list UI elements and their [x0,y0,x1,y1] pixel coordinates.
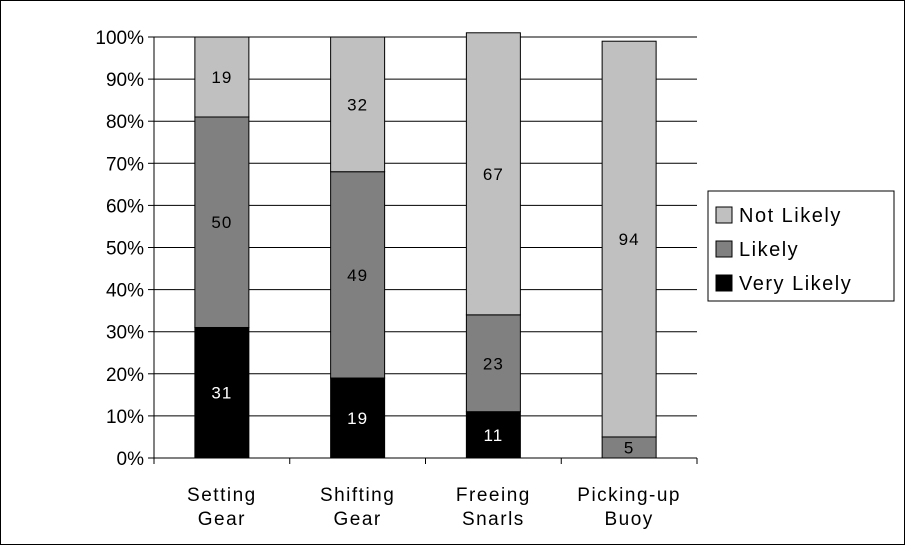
y-tick-label: 70% [106,154,144,175]
data-label: 23 [483,354,504,373]
legend-box [707,190,895,302]
x-category-label: Setting [187,485,257,506]
legend-label: Not Likely [739,205,842,227]
bar-segment-not-likely [601,40,657,438]
y-tick-label: 40% [106,281,144,302]
y-tick-label: 80% [106,112,144,133]
y-tick-label: 0% [117,449,145,470]
data-label: 50 [211,213,232,232]
legend-swatch [715,240,733,258]
legend-label: Very Likely [739,273,852,295]
x-category-label: Snarls [462,509,525,530]
bars: 31 50 19 19 49 32 11 23 67 5 94 [194,32,657,459]
data-label: 31 [211,384,232,403]
bar-segment-not-likely [330,36,386,173]
legend-label: Likely [739,239,799,261]
bar-segment-likely [465,314,521,413]
x-category-label: Gear [334,509,382,530]
legend-swatch [715,206,733,224]
bar-segment-very-likely [330,377,386,459]
x-category-label: Shifting [320,485,395,506]
axes: 0% 10% 20% 30% 40% 50% 60% 70% 80% 90% 100% Setting… [95,28,698,530]
x-category-label: Gear [198,509,246,530]
x-category-label: Picking-up [577,485,681,506]
data-label: 49 [347,266,368,285]
y-tick-label: 60% [106,196,144,217]
legend-swatch [715,274,733,292]
x-category-label: Freeing [456,485,531,506]
y-tick-label: 10% [106,407,144,428]
data-label: 11 [484,426,504,445]
data-label: 67 [483,165,504,184]
x-category-label: Buoy [604,509,653,530]
y-tick-label: 90% [106,70,144,91]
data-label: 32 [347,95,368,114]
y-tick-label: 20% [106,365,144,386]
bar-segment-not-likely [465,32,521,316]
data-label: 5 [624,438,634,457]
y-tick-label: 50% [106,239,144,260]
bar-segment-likely [330,171,386,379]
y-tick-label: 100% [95,28,144,49]
data-label: 94 [619,230,640,249]
legend: Not Likely Likely Very Likely [707,190,895,302]
data-label: 19 [347,409,368,428]
bar-segment-not-likely [194,36,250,118]
bar-segment-likely [194,116,250,328]
data-label: 19 [211,68,232,87]
y-tick-label: 30% [106,323,144,344]
bar-segment-very-likely [465,411,521,459]
